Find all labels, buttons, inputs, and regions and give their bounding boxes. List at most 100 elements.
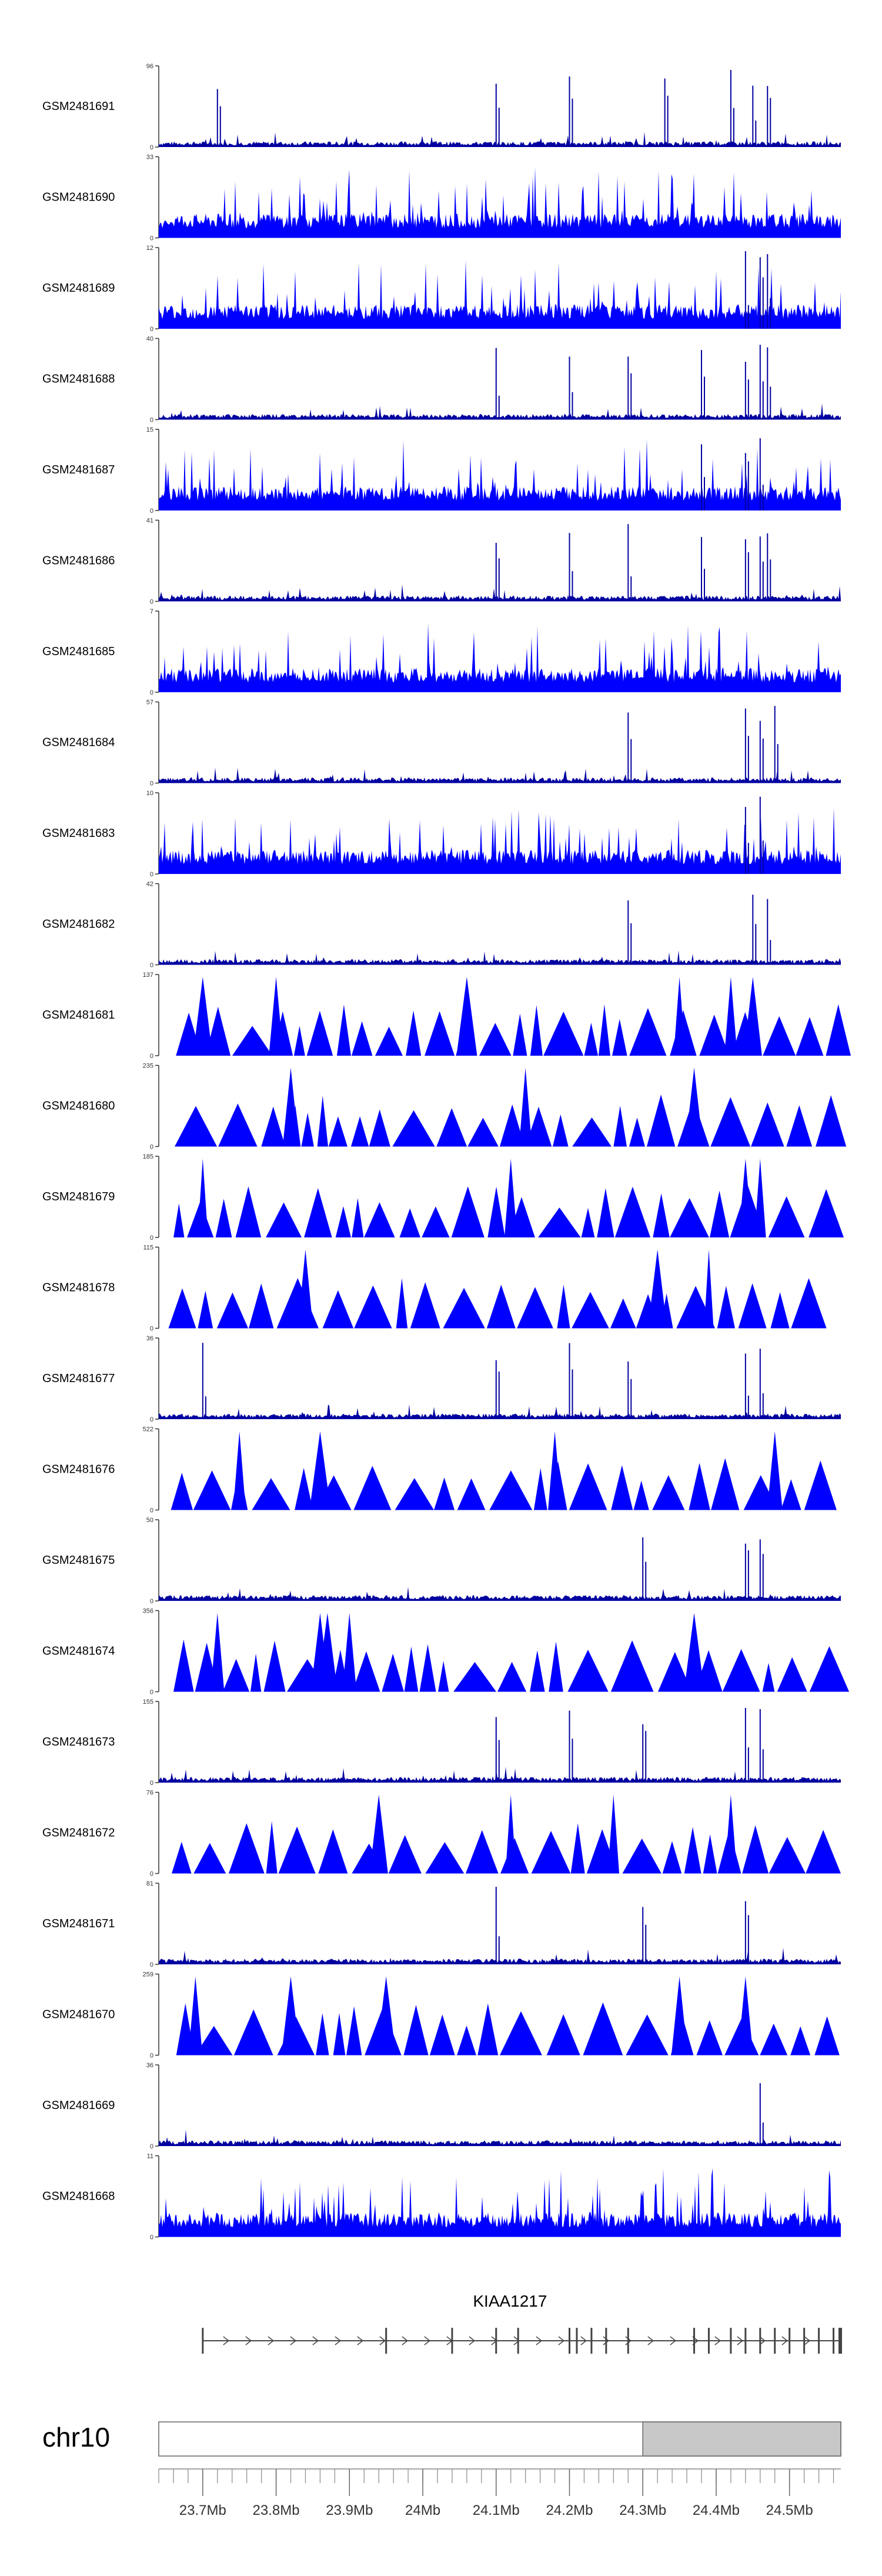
track-GSM2481690: GSM2481690 33 0 [42,154,841,242]
y-tick-max: 11 [147,2153,153,2160]
signal-peak [269,977,283,1056]
track-GSM2481691: GSM2481691 96 0 [42,63,841,151]
strand-arrow [580,2336,587,2345]
signal-peak [767,1431,783,1510]
signal-peak [548,1431,562,1510]
signal-area [159,2168,841,2237]
axis-tick-label: 24.4Mb [693,2502,740,2518]
signal-peak [298,1249,313,1329]
track-label: GSM2481690 [42,191,115,204]
track-label: GSM2481678 [42,1282,115,1294]
gene-exon [803,2328,806,2354]
track-GSM2481677: GSM2481677 36 0 [42,1335,841,1423]
track-label: GSM2481684 [42,736,115,749]
signal-area [159,1278,841,1329]
axis-tick-label: 24.3Mb [619,2502,666,2518]
y-tick-min: 0 [150,689,153,696]
gene-exon [385,2328,387,2354]
y-tick-min: 0 [150,2143,153,2150]
strand-arrow [737,2336,744,2345]
track-label: GSM2481676 [42,1463,115,1476]
track-GSM2481680: GSM2481680 235 0 [42,1063,847,1151]
y-tick-max: 15 [146,426,153,433]
y-tick-min: 0 [150,2234,153,2241]
y-tick-max: 40 [146,336,153,343]
signal-area [159,1821,841,1874]
signal-tracks: GSM2481691960GSM2481690330GSM2481689120G… [42,63,851,2241]
signal-peak [673,977,686,1056]
gene-exon [202,2328,204,2354]
track-GSM2481687: GSM2481687 15 0 [42,426,841,515]
signal-area [159,1767,841,1783]
signal-peak [724,977,737,1056]
track-GSM2481686: GSM2481686 41 0 [42,518,841,606]
gene-exon [744,2328,747,2354]
y-tick-min: 0 [150,1144,153,1151]
y-tick-max: 12 [146,245,153,252]
signal-area [159,584,841,602]
track-GSM2481682: GSM2481682 42 0 [42,881,841,969]
strand-arrow [223,2336,230,2345]
track-label: GSM2481687 [42,463,115,476]
gene-exon [693,2328,696,2354]
track-label: GSM2481688 [42,373,115,386]
axis-tick-label: 23.9Mb [326,2502,373,2518]
y-tick-min: 0 [150,1326,153,1333]
signal-area [159,167,841,238]
track-label: GSM2481673 [42,1736,115,1749]
signal-peak [342,1613,357,1692]
axis-tick-label: 24.1Mb [473,2502,520,2518]
signal-peak [504,1159,517,1237]
track-label: GSM2481672 [42,1827,115,1840]
y-tick-min: 0 [150,1961,153,1968]
y-tick-max: 42 [146,881,153,888]
y-tick-min: 0 [150,1234,153,1242]
signal-peak [684,1613,704,1692]
strand-arrow [714,2336,721,2345]
track-label: GSM2481689 [42,282,115,295]
signal-area [159,768,841,783]
y-tick-max: 137 [143,972,153,979]
signal-area [159,950,841,965]
signal-area [159,1458,841,1510]
y-tick-max: 36 [146,2062,153,2069]
gene-exon [774,2328,776,2354]
strand-arrow [759,2336,766,2345]
signal-peak [188,1976,203,2056]
gene-label: KIAA1217 [473,2292,547,2310]
signal-peak [685,1067,703,1147]
signal-peak [754,1159,766,1237]
y-tick-max: 96 [146,63,153,70]
signal-peak [704,1249,714,1329]
strand-arrow [379,2336,386,2345]
gene-track: KIAA1217 [202,2292,842,2354]
signal-peak [505,1794,516,1874]
track-GSM2481675: GSM2481675 50 0 [42,1517,841,1605]
strand-arrow [335,2336,342,2345]
gene-exon [605,2328,607,2354]
y-tick-min: 0 [150,1780,153,1787]
signal-peak [376,1976,396,2056]
track-GSM2481676: GSM2481676 522 0 [42,1426,841,1514]
gene-exon [759,2328,761,2354]
strand-arrow [312,2336,319,2345]
y-tick-min: 0 [150,508,153,515]
y-tick-min: 0 [150,1871,153,1878]
axis-tick-label: 24.5Mb [766,2502,813,2518]
signal-area [159,623,841,692]
signal-area [159,1404,841,1419]
track-label: GSM2481682 [42,918,115,931]
signal-peak [456,977,477,1056]
signal-area [159,1095,847,1147]
track-GSM2481685: GSM2481685 7 0 [42,608,841,696]
signal-area [159,1587,841,1601]
axis-tick-label: 24.2Mb [546,2502,593,2518]
signal-area [159,439,841,510]
track-GSM2481681: GSM2481681 137 0 [42,972,851,1060]
y-tick-max: 522 [143,1426,153,1433]
signal-peak [724,1794,737,1874]
y-tick-min: 0 [150,235,153,242]
signal-peak [743,977,762,1056]
track-label: GSM2481680 [42,1100,115,1113]
y-tick-max: 36 [146,1335,153,1342]
